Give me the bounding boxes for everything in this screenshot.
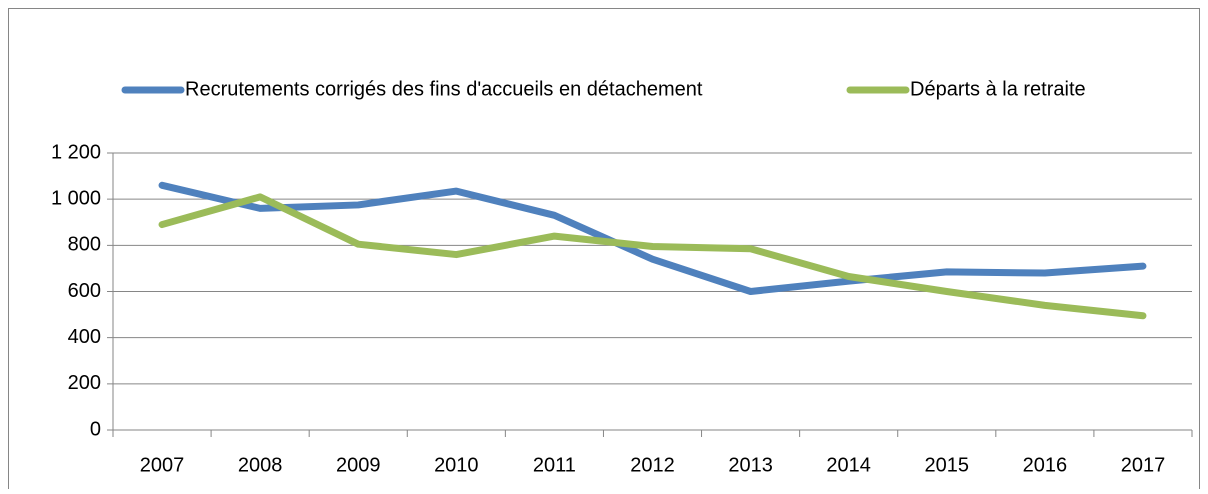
y-tick-label: 200 xyxy=(68,372,101,394)
x-tick-label: 2008 xyxy=(238,454,283,476)
legend-label: Départs à la retraite xyxy=(910,78,1086,100)
x-tick-label: 2015 xyxy=(925,454,970,476)
y-tick-label: 0 xyxy=(90,418,101,440)
x-tick-label: 2013 xyxy=(728,454,773,476)
x-tick-label: 2012 xyxy=(630,454,675,476)
x-tick-label: 2010 xyxy=(434,454,479,476)
y-tick-label: 600 xyxy=(68,280,101,302)
x-tick-label: 2016 xyxy=(1023,454,1068,476)
series-line xyxy=(158,181,1147,295)
y-tick-label: 1 000 xyxy=(51,187,101,209)
x-tick-label: 2007 xyxy=(140,454,185,476)
x-tick-label: 2017 xyxy=(1121,454,1166,476)
x-tick-label: 2011 xyxy=(533,454,576,476)
y-tick-label: 1 200 xyxy=(51,141,101,163)
x-tick-label: 2009 xyxy=(336,454,381,476)
x-tick-label: 2014 xyxy=(826,454,871,476)
chart-frame xyxy=(8,8,1200,494)
y-tick-label: 400 xyxy=(68,326,101,348)
series-line xyxy=(158,193,1147,320)
y-tick-label: 800 xyxy=(68,234,101,256)
legend-label: Recrutements corrigés des fins d'accueil… xyxy=(185,78,703,100)
